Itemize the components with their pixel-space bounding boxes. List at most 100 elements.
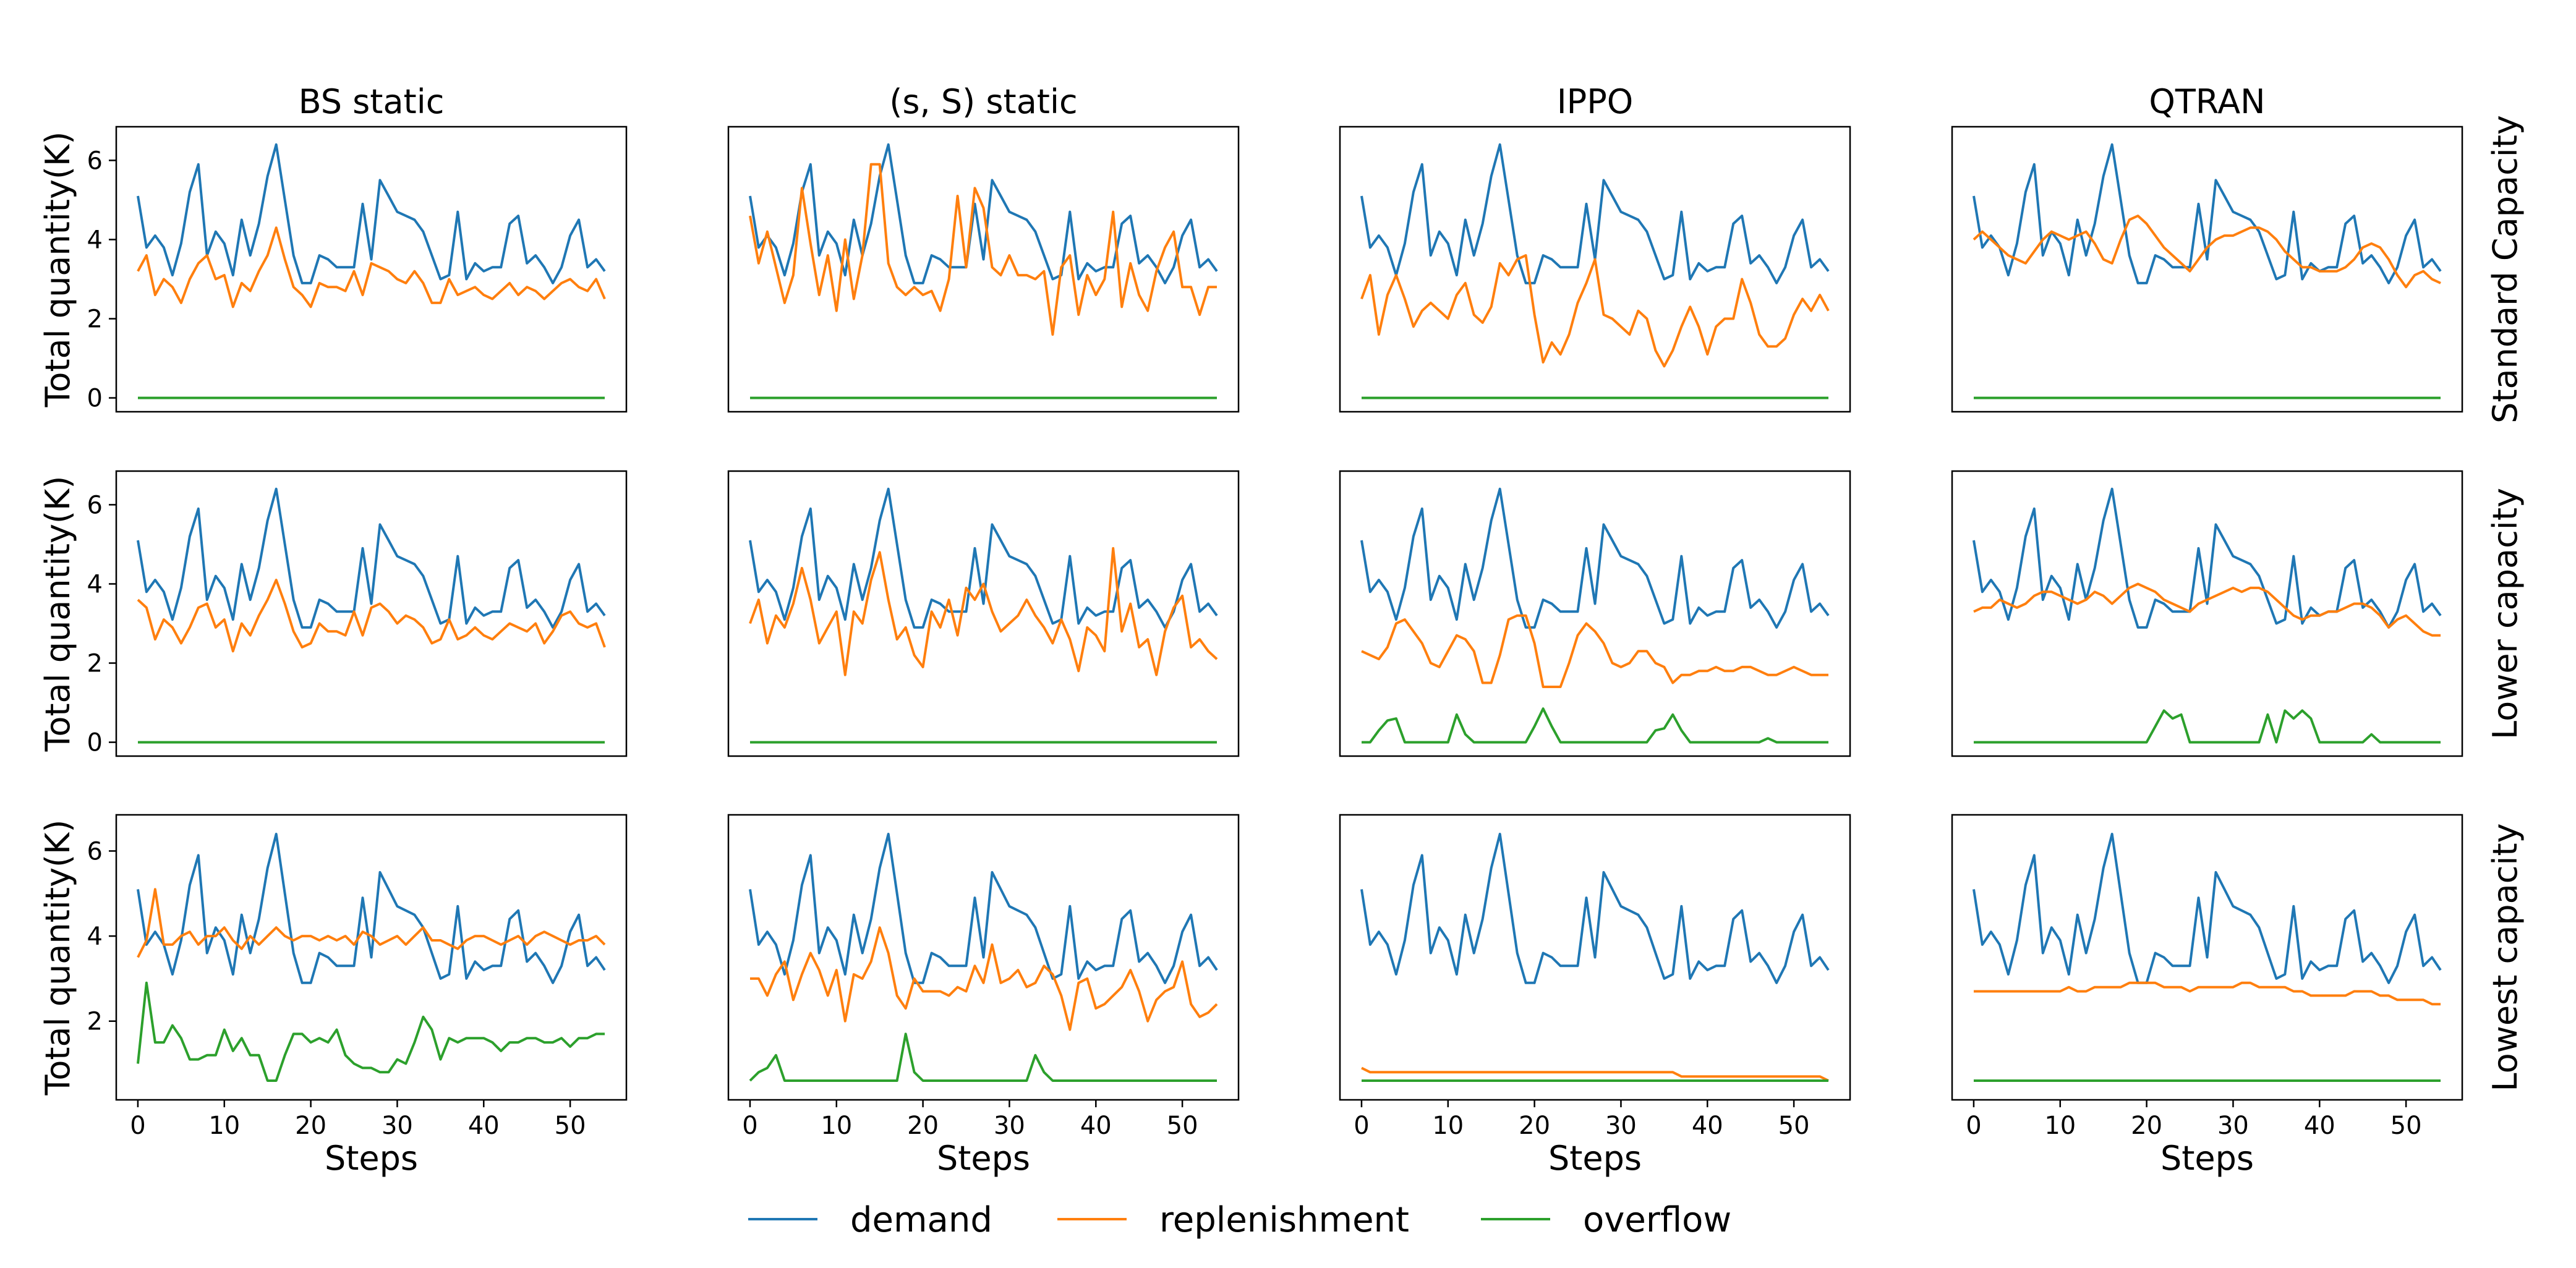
- replenishment-line-r0-c3: [1973, 215, 2441, 289]
- y-tick-label: 6: [87, 491, 103, 519]
- demand-line-r2-c0: [137, 833, 606, 984]
- y-axis-label: Total quantity(K): [38, 476, 77, 752]
- panel-r2-c0: [109, 814, 628, 1107]
- overflow-line-r1-c3: [1974, 709, 2441, 744]
- replenishment-line-r1-c0: [137, 579, 606, 653]
- x-tick-label: 10: [2044, 1112, 2076, 1140]
- demand-line-r1-c1: [749, 487, 1218, 629]
- x-tick-label: 10: [821, 1112, 852, 1140]
- panel-r1-c2: [1339, 470, 1851, 757]
- plot-frame-r2-c1: [727, 814, 1240, 1101]
- demand-line-r1-c2: [1360, 487, 1830, 629]
- panel-r2-c1: [727, 814, 1240, 1107]
- plot-frame-r1-c1: [727, 470, 1240, 757]
- panel-r0-c2: [1339, 126, 1851, 413]
- x-tick-label: 30: [2217, 1112, 2249, 1140]
- y-tick-label: 2: [87, 650, 103, 678]
- x-tick-label: 10: [1432, 1112, 1464, 1140]
- overflow-line-r1-c2: [1362, 707, 1828, 744]
- plot-frame-r0-c2: [1339, 126, 1851, 413]
- x-tick-label: 50: [2390, 1112, 2422, 1140]
- legend-label-replenishment: replenishment: [1159, 1200, 1409, 1240]
- plot-frame-r0-c1: [727, 126, 1240, 413]
- panel-r0-c0: [109, 126, 628, 413]
- replenishment-line-r2-c3: [1974, 981, 2441, 1006]
- plot-frame-r1-c2: [1339, 470, 1851, 757]
- panel-r1-c3: [1951, 470, 2463, 757]
- y-tick-label: 6: [87, 837, 103, 866]
- panel-r0-c3: [1951, 126, 2463, 413]
- x-tick-label: 50: [555, 1112, 586, 1140]
- replenishment-line-r0-c1: [749, 163, 1217, 336]
- y-tick-label: 4: [87, 570, 103, 598]
- legend-label-demand: demand: [850, 1200, 992, 1240]
- x-tick-label: 20: [1519, 1112, 1550, 1140]
- plot-frame-r1-c3: [1951, 470, 2463, 757]
- x-tick-label: 40: [1692, 1112, 1723, 1140]
- x-tick-label: 0: [1354, 1112, 1369, 1140]
- y-tick-label: 4: [87, 226, 103, 254]
- replenishment-line-r2-c0: [137, 888, 606, 958]
- plot-frame-r2-c3: [1951, 814, 2463, 1101]
- x-axis-label: Steps: [937, 1139, 1030, 1178]
- x-tick-label: 30: [382, 1112, 413, 1140]
- replenishment-line-r1-c1: [749, 547, 1218, 676]
- x-tick-label: 10: [208, 1112, 240, 1140]
- plot-frame-r2-c0: [115, 814, 628, 1101]
- panel-r0-c1: [727, 126, 1240, 413]
- plot-frame-r2-c2: [1339, 814, 1851, 1101]
- panel-r2-c3: [1951, 814, 2463, 1107]
- x-tick-label: 0: [1966, 1112, 1981, 1140]
- replenishment-line-r2-c2: [1361, 1066, 1829, 1082]
- x-tick-label: 30: [1605, 1112, 1637, 1140]
- demand-line-r2-c3: [1973, 833, 2442, 984]
- y-tick-label: 2: [87, 305, 103, 334]
- overflow-line-r2-c0: [137, 981, 605, 1082]
- panel-r1-c0: [109, 470, 628, 757]
- x-tick-label: 50: [1778, 1112, 1810, 1140]
- x-tick-label: 0: [130, 1112, 145, 1140]
- replenishment-line-r2-c1: [750, 926, 1218, 1031]
- x-tick-label: 40: [2304, 1112, 2335, 1140]
- y-tick-label: 2: [87, 1008, 103, 1036]
- x-tick-label: 20: [907, 1112, 939, 1140]
- replenishment-line-r1-c2: [1361, 614, 1828, 688]
- column-title-2: IPPO: [1557, 82, 1634, 121]
- x-tick-label: 20: [295, 1112, 326, 1140]
- demand-line-r0-c3: [1973, 143, 2442, 284]
- demand-line-r0-c1: [749, 143, 1218, 284]
- y-axis-label: Total quantity(K): [38, 820, 77, 1096]
- row-label-1: Lower capacity: [2486, 488, 2525, 739]
- column-title-0: BS static: [299, 82, 445, 121]
- x-axis-label: Steps: [325, 1139, 418, 1178]
- panel-r1-c1: [727, 470, 1240, 757]
- replenishment-line-r1-c3: [1973, 582, 2441, 637]
- column-title-3: QTRAN: [2149, 82, 2265, 121]
- x-tick-label: 0: [742, 1112, 757, 1140]
- x-axis-label: Steps: [2160, 1139, 2254, 1178]
- x-tick-label: 30: [994, 1112, 1025, 1140]
- y-tick-label: 4: [87, 922, 103, 951]
- x-tick-label: 20: [2131, 1112, 2162, 1140]
- demand-line-r2-c1: [749, 833, 1218, 984]
- plot-frame-r0-c0: [115, 126, 628, 413]
- panel-r2-c2: [1339, 814, 1851, 1107]
- demand-line-r1-c3: [1973, 487, 2442, 629]
- y-axis-label: Total quantity(K): [38, 132, 77, 408]
- plot-frame-r1-c0: [115, 470, 628, 757]
- x-tick-label: 40: [1080, 1112, 1112, 1140]
- row-label-2: Lowest capacity: [2486, 823, 2525, 1091]
- y-tick-label: 0: [87, 729, 103, 757]
- column-title-1: (s, S) static: [889, 82, 1077, 121]
- y-tick-label: 6: [87, 147, 103, 175]
- demand-line-r1-c0: [137, 487, 606, 629]
- x-tick-label: 50: [1167, 1112, 1198, 1140]
- replenishment-line-r0-c0: [137, 226, 606, 308]
- demand-line-r0-c0: [137, 143, 606, 284]
- y-tick-label: 0: [87, 385, 103, 413]
- replenishment-line-r0-c2: [1360, 254, 1830, 368]
- demand-line-r2-c2: [1360, 833, 1830, 984]
- plot-frame-r0-c3: [1951, 126, 2463, 413]
